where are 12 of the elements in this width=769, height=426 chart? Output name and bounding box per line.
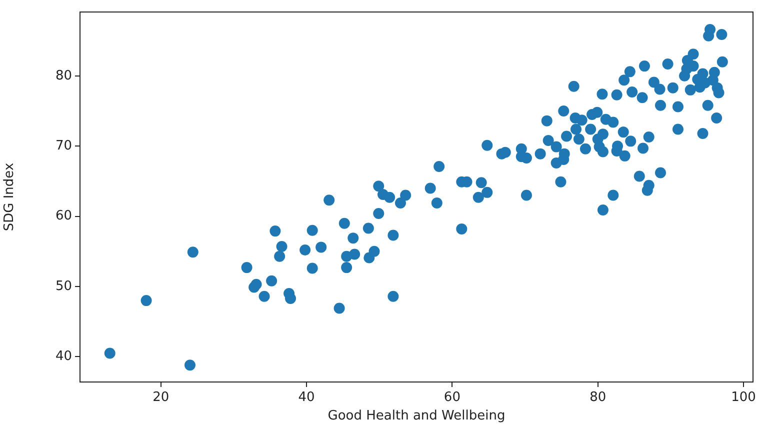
- y-tick-label: 50: [55, 278, 72, 294]
- y-tick-label: 80: [55, 68, 72, 84]
- x-tick-label: 40: [298, 390, 315, 406]
- y-axis-title: SDG Index: [2, 162, 18, 232]
- x-tick-label: 60: [444, 390, 460, 406]
- y-tick-label: 60: [55, 208, 72, 224]
- y-tick-label: 70: [55, 138, 72, 154]
- y-tick-label: 40: [55, 349, 72, 364]
- x-tick-label: 100: [731, 390, 756, 406]
- x-tick-label: 80: [590, 390, 606, 406]
- x-axis-title: Good Health and Wellbeing: [328, 408, 506, 424]
- x-tick-label: 20: [152, 390, 170, 406]
